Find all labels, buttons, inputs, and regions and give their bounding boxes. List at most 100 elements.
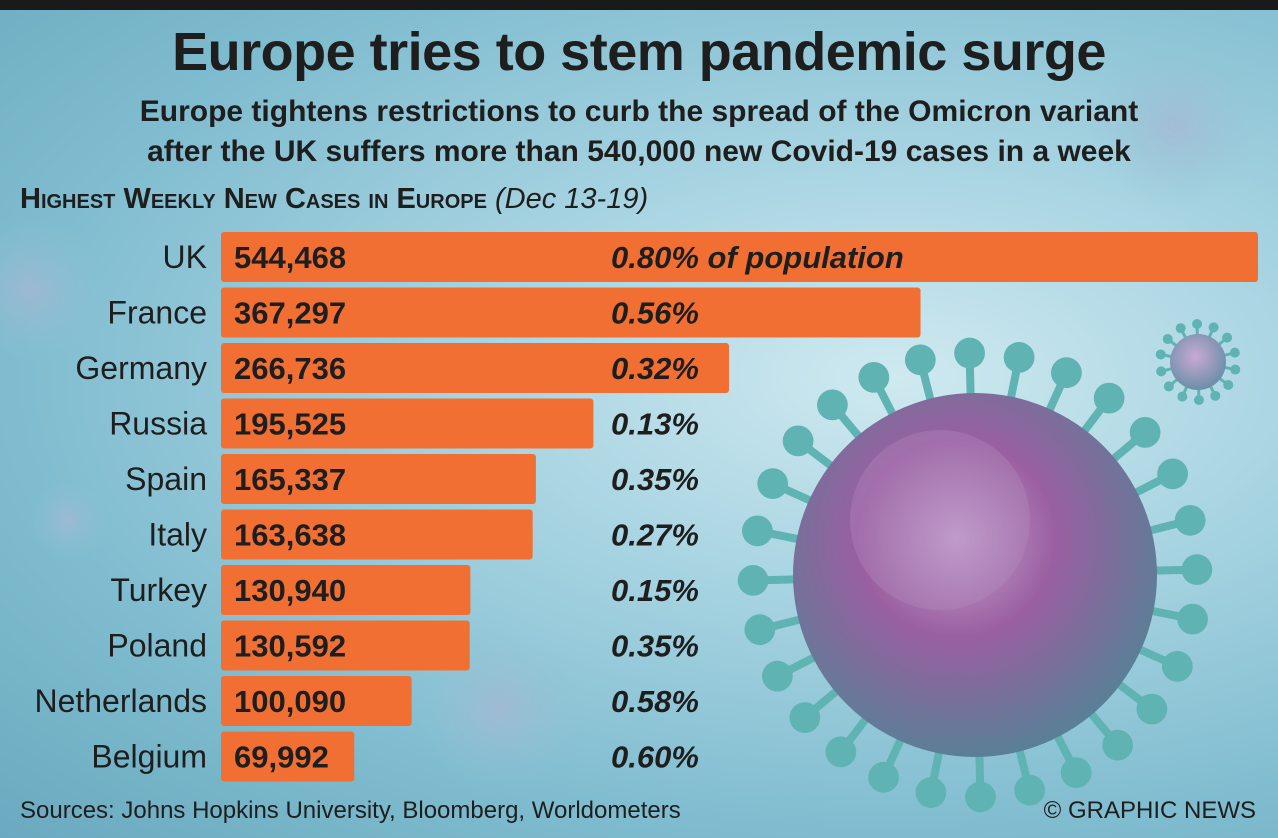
percent-label: 0.80% of population	[611, 240, 904, 275]
value-label: 163,638	[234, 518, 346, 553]
small-spike-tip	[1193, 394, 1204, 405]
spike-tip	[817, 389, 848, 421]
bar-poland	[221, 620, 470, 671]
page-title: Europe tries to stem pandemic surge	[172, 22, 1106, 82]
spike-tip	[1093, 382, 1125, 414]
spike-tip	[1051, 357, 1082, 389]
spike-tip	[1157, 458, 1188, 490]
small-spike-tip	[1163, 381, 1174, 392]
blurred-virus-small-left	[28, 480, 108, 560]
bar-turkey	[221, 565, 471, 615]
value-label: 544,468	[234, 240, 346, 275]
spike-tip	[1060, 757, 1092, 788]
spike-tip	[954, 337, 985, 369]
bar-russia	[221, 398, 594, 449]
spike-tip	[757, 468, 789, 499]
category-label: Germany	[75, 350, 207, 386]
spike-tip	[1174, 504, 1206, 536]
percent-label: 0.60%	[611, 740, 699, 775]
virus-main	[793, 393, 1157, 757]
spike-tip	[762, 660, 793, 692]
bar-france	[221, 287, 921, 338]
bar-germany	[221, 343, 730, 393]
blurred-virus-left	[0, 215, 105, 365]
percent-label: 0.56%	[611, 296, 699, 331]
credit: © GRAPHIC NEWS	[1043, 797, 1256, 824]
spike-tip	[868, 761, 899, 793]
blurred-virus-top-right	[1090, 40, 1260, 210]
category-label: Spain	[125, 461, 207, 497]
sources: Sources: Johns Hopkins University, Bloom…	[20, 797, 681, 824]
small-spike-tip	[1222, 332, 1233, 343]
small-spike-tip	[1208, 322, 1219, 333]
virus-highlight	[850, 430, 1030, 610]
spike-tip	[858, 362, 890, 393]
bar-belgium	[221, 731, 355, 782]
value-label: 69,992	[234, 740, 329, 775]
small-spike-tip	[1177, 391, 1188, 402]
spike-tip	[1102, 729, 1133, 761]
small-spike-tip	[1162, 334, 1173, 345]
spike-tip	[1181, 554, 1213, 585]
virus-small	[1170, 334, 1226, 390]
small-spike-tip	[1223, 379, 1234, 390]
chart-heading: Highest Weekly New Cases in Europe (Dec …	[20, 180, 648, 218]
spike-tip	[965, 781, 996, 813]
category-label: Russia	[109, 406, 207, 442]
category-label: Poland	[107, 628, 207, 664]
percent-label: 0.13%	[611, 407, 699, 442]
small-spike-tip	[1156, 366, 1167, 377]
subtitle-line-1: Europe tightens restrictions to curb the…	[139, 95, 1139, 128]
category-label: Italy	[148, 517, 207, 553]
spike-tip	[789, 702, 821, 733]
value-label: 367,297	[234, 296, 346, 331]
percent-label: 0.58%	[611, 684, 699, 719]
bar-italy	[221, 509, 533, 560]
category-label: Turkey	[110, 572, 207, 608]
spike-tip	[1177, 603, 1208, 635]
spike-tip	[782, 425, 814, 457]
value-label: 100,090	[234, 684, 346, 719]
spike-tip	[744, 614, 776, 646]
spike-tip	[915, 777, 947, 808]
spike-tip	[737, 565, 769, 596]
value-label: 266,736	[234, 351, 346, 386]
spike-tip	[1161, 651, 1193, 682]
value-label: 130,940	[234, 573, 346, 608]
spike-tip	[742, 515, 773, 547]
bar-netherlands	[221, 676, 412, 726]
chart-heading-text: Highest Weekly New Cases in Europe	[20, 183, 487, 215]
value-label: 165,337	[234, 462, 346, 497]
percent-label: 0.35%	[611, 629, 699, 664]
spike-tip	[1014, 774, 1046, 806]
spike-tip	[825, 736, 857, 768]
category-label: France	[107, 295, 207, 331]
spike-tip	[1129, 417, 1161, 448]
top-rule	[0, 0, 1278, 10]
small-spike-tip	[1230, 364, 1241, 375]
percent-label: 0.27%	[611, 518, 699, 553]
subtitle-line-2: after the UK suffers more than 540,000 n…	[147, 135, 1131, 168]
category-label: Belgium	[91, 739, 207, 775]
chart-heading-date: (Dec 13-19)	[495, 183, 649, 215]
percent-label: 0.15%	[611, 573, 699, 608]
category-label: Netherlands	[34, 683, 207, 719]
value-label: 195,525	[234, 407, 346, 442]
small-spike-tip	[1155, 349, 1166, 360]
small-spike-tip	[1192, 319, 1203, 330]
small-spike-tip	[1175, 323, 1186, 334]
small-spike-tip	[1210, 390, 1221, 401]
spike-tip	[904, 344, 936, 376]
bar-uk	[221, 232, 1258, 282]
category-label: UK	[163, 239, 207, 275]
value-label: 130,592	[234, 629, 346, 664]
percent-label: 0.35%	[611, 462, 699, 497]
small-spike-tip	[1229, 347, 1240, 358]
spike-tip	[1003, 342, 1035, 373]
percent-label: 0.32%	[611, 351, 699, 386]
bar-spain	[221, 454, 536, 504]
spike-tip	[1136, 693, 1168, 725]
